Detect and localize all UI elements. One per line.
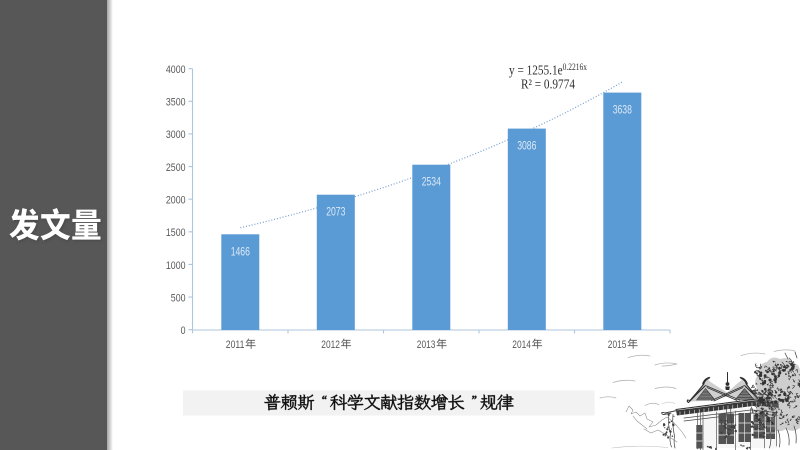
svg-text:2534: 2534 xyxy=(422,177,442,189)
svg-text:500: 500 xyxy=(171,292,186,304)
svg-text:2011: 2011 xyxy=(226,339,245,351)
svg-text:1500: 1500 xyxy=(166,227,186,239)
svg-text:1000: 1000 xyxy=(166,260,186,272)
svg-text:2500: 2500 xyxy=(166,162,186,174)
svg-text:2000: 2000 xyxy=(166,195,186,207)
svg-text:R² = 0.9774: R² = 0.9774 xyxy=(521,77,575,92)
svg-text:3000: 3000 xyxy=(166,129,186,141)
svg-text:0: 0 xyxy=(181,325,186,337)
svg-text:2012: 2012 xyxy=(321,339,340,351)
svg-text:2073: 2073 xyxy=(326,207,345,219)
svg-text:2015: 2015 xyxy=(608,339,627,351)
svg-text:4000: 4000 xyxy=(166,64,186,76)
svg-text:3638: 3638 xyxy=(613,105,632,117)
svg-text:3500: 3500 xyxy=(166,97,186,109)
svg-text:3086: 3086 xyxy=(517,141,536,153)
svg-text:2014: 2014 xyxy=(512,339,531,351)
svg-text:2013: 2013 xyxy=(417,339,436,351)
svg-text:1466: 1466 xyxy=(231,246,250,258)
